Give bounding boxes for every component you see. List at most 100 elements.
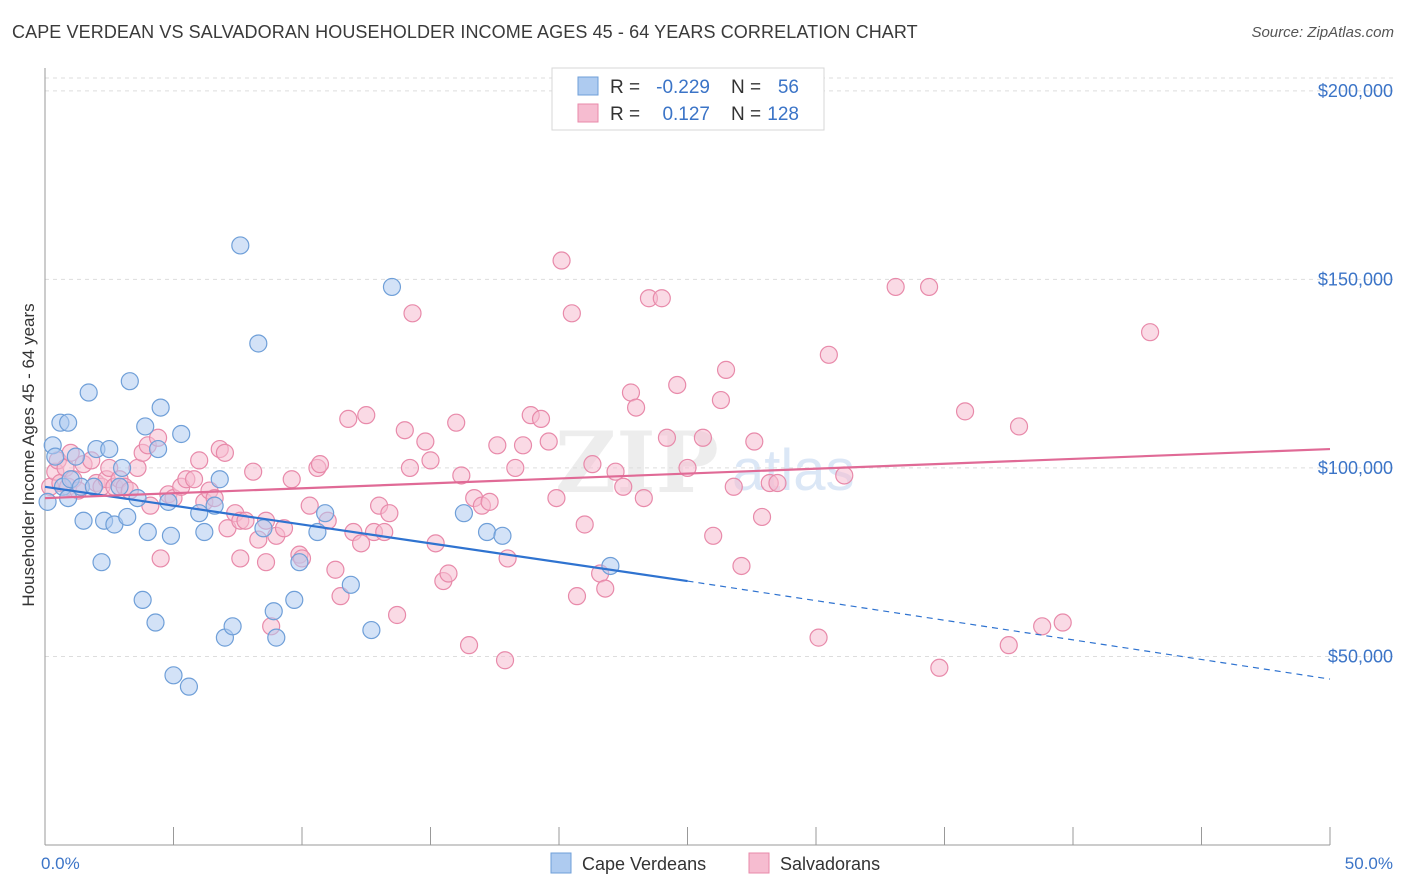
bottom-legend-swatch-blue — [550, 852, 572, 874]
data-point — [282, 470, 301, 489]
data-point — [352, 534, 371, 553]
legend-r-value-1: -0.229 — [656, 77, 710, 98]
data-point — [547, 488, 566, 508]
data-point — [274, 519, 294, 538]
bottom-legend-swatch-pink — [748, 852, 770, 874]
data-point — [223, 617, 242, 636]
data-point — [46, 447, 65, 466]
data-point — [172, 424, 191, 444]
data-point — [439, 564, 458, 583]
bottom-legend-label-blue: Cape Verdeans — [582, 854, 706, 874]
data-point — [416, 432, 435, 451]
data-point — [809, 628, 828, 647]
chart-title: CAPE VERDEAN VS SALVADORAN HOUSEHOLDER I… — [12, 22, 918, 42]
data-point — [231, 236, 250, 255]
source-credit: Source: ZipAtlas.com — [1251, 24, 1394, 41]
data-point — [724, 477, 743, 496]
trend-line-cape-verdeans-extension — [687, 580, 1331, 680]
data-point — [120, 372, 139, 391]
data-point — [79, 383, 98, 402]
cape-verdeans-points — [38, 236, 620, 696]
legend-n-value-2: 128 — [767, 104, 799, 125]
data-point — [285, 590, 304, 610]
data-point — [459, 636, 479, 655]
data-point — [290, 553, 309, 572]
data-point — [732, 556, 751, 576]
data-point — [148, 439, 168, 459]
data-point — [326, 560, 345, 579]
data-point — [110, 477, 129, 496]
data-point — [190, 504, 209, 523]
data-point — [495, 651, 515, 670]
data-point — [38, 492, 57, 511]
data-point — [480, 492, 499, 511]
data-point — [552, 251, 571, 270]
data-point — [231, 549, 250, 568]
legend-swatch-blue — [577, 76, 599, 96]
data-point — [745, 432, 764, 451]
data-point — [339, 409, 358, 429]
data-point — [886, 277, 905, 297]
legend-swatch-pink — [577, 103, 599, 123]
data-point — [626, 398, 646, 417]
data-point — [657, 428, 677, 447]
x-tick-label-start: 0.0% — [41, 854, 80, 873]
data-point — [1053, 613, 1072, 632]
data-point — [66, 447, 85, 466]
data-point — [151, 398, 170, 417]
data-point — [92, 553, 111, 572]
data-point — [300, 496, 319, 515]
axes — [44, 68, 1331, 846]
data-point — [575, 515, 594, 534]
y-tick-label: $200,000 — [1318, 81, 1393, 101]
data-point — [403, 304, 422, 323]
data-point — [768, 473, 787, 493]
x-tick-label-end: 50.0% — [1345, 854, 1393, 873]
data-point — [100, 439, 119, 459]
data-point — [164, 666, 183, 685]
data-point — [59, 413, 78, 432]
data-point — [596, 579, 615, 598]
data-point — [452, 466, 471, 485]
data-point — [159, 492, 178, 511]
data-point — [184, 470, 204, 489]
data-point — [668, 375, 687, 395]
y-axis-label: Householder Income Ages 45 - 64 years — [19, 303, 38, 606]
data-point — [716, 360, 736, 379]
legend-r-label-2: R = — [610, 104, 640, 125]
data-point — [205, 496, 224, 515]
data-point — [567, 587, 587, 606]
data-point — [179, 677, 199, 696]
data-point — [357, 406, 376, 425]
data-point — [341, 575, 360, 594]
data-point — [693, 428, 713, 447]
data-point — [133, 590, 152, 610]
data-point — [447, 413, 466, 432]
trend-line-cape-verdeans — [44, 485, 688, 583]
data-point — [146, 613, 165, 632]
trend-line-salvadorans — [44, 447, 1331, 500]
data-point — [513, 436, 533, 455]
data-point — [249, 334, 268, 353]
y-tick-label: $150,000 — [1318, 269, 1393, 289]
bottom-legend: Cape Verdeans Salvadorans — [550, 852, 880, 874]
data-point — [531, 409, 551, 429]
data-point — [215, 443, 234, 462]
data-point — [195, 522, 214, 542]
data-point — [264, 602, 283, 621]
data-point — [382, 277, 402, 297]
y-tick-label: $100,000 — [1318, 458, 1393, 478]
data-point — [601, 556, 620, 576]
legend-n-label-1: N = — [731, 77, 761, 98]
data-point — [583, 455, 602, 474]
data-point — [380, 504, 399, 523]
y-tick-label: $50,000 — [1328, 646, 1393, 666]
data-point — [506, 458, 525, 478]
data-point — [387, 605, 407, 625]
data-point — [267, 628, 286, 647]
data-point — [136, 417, 155, 436]
data-point — [151, 549, 170, 568]
data-point — [477, 522, 497, 542]
data-point — [210, 470, 229, 489]
